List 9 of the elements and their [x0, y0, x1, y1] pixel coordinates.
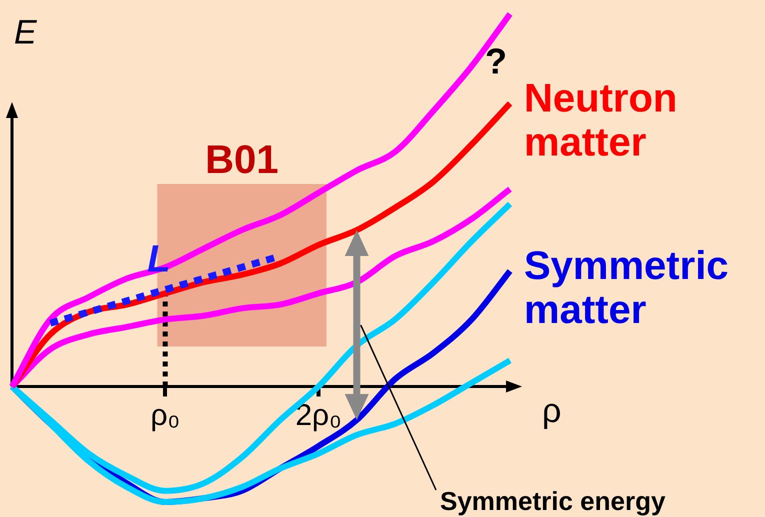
x-axis-title: ρ [542, 392, 562, 430]
x-tick-label: ρ₀ [150, 398, 180, 432]
annotation: ? [485, 40, 507, 82]
annotation: Symmetric energy [440, 486, 666, 516]
series-label: Symmetric matter [524, 244, 729, 332]
y-axis-title: E [14, 13, 37, 52]
band-label: B01 [205, 138, 279, 182]
series-label: Neutron matter [524, 76, 678, 164]
x-tick-label: 2ρ₀ [295, 398, 342, 432]
